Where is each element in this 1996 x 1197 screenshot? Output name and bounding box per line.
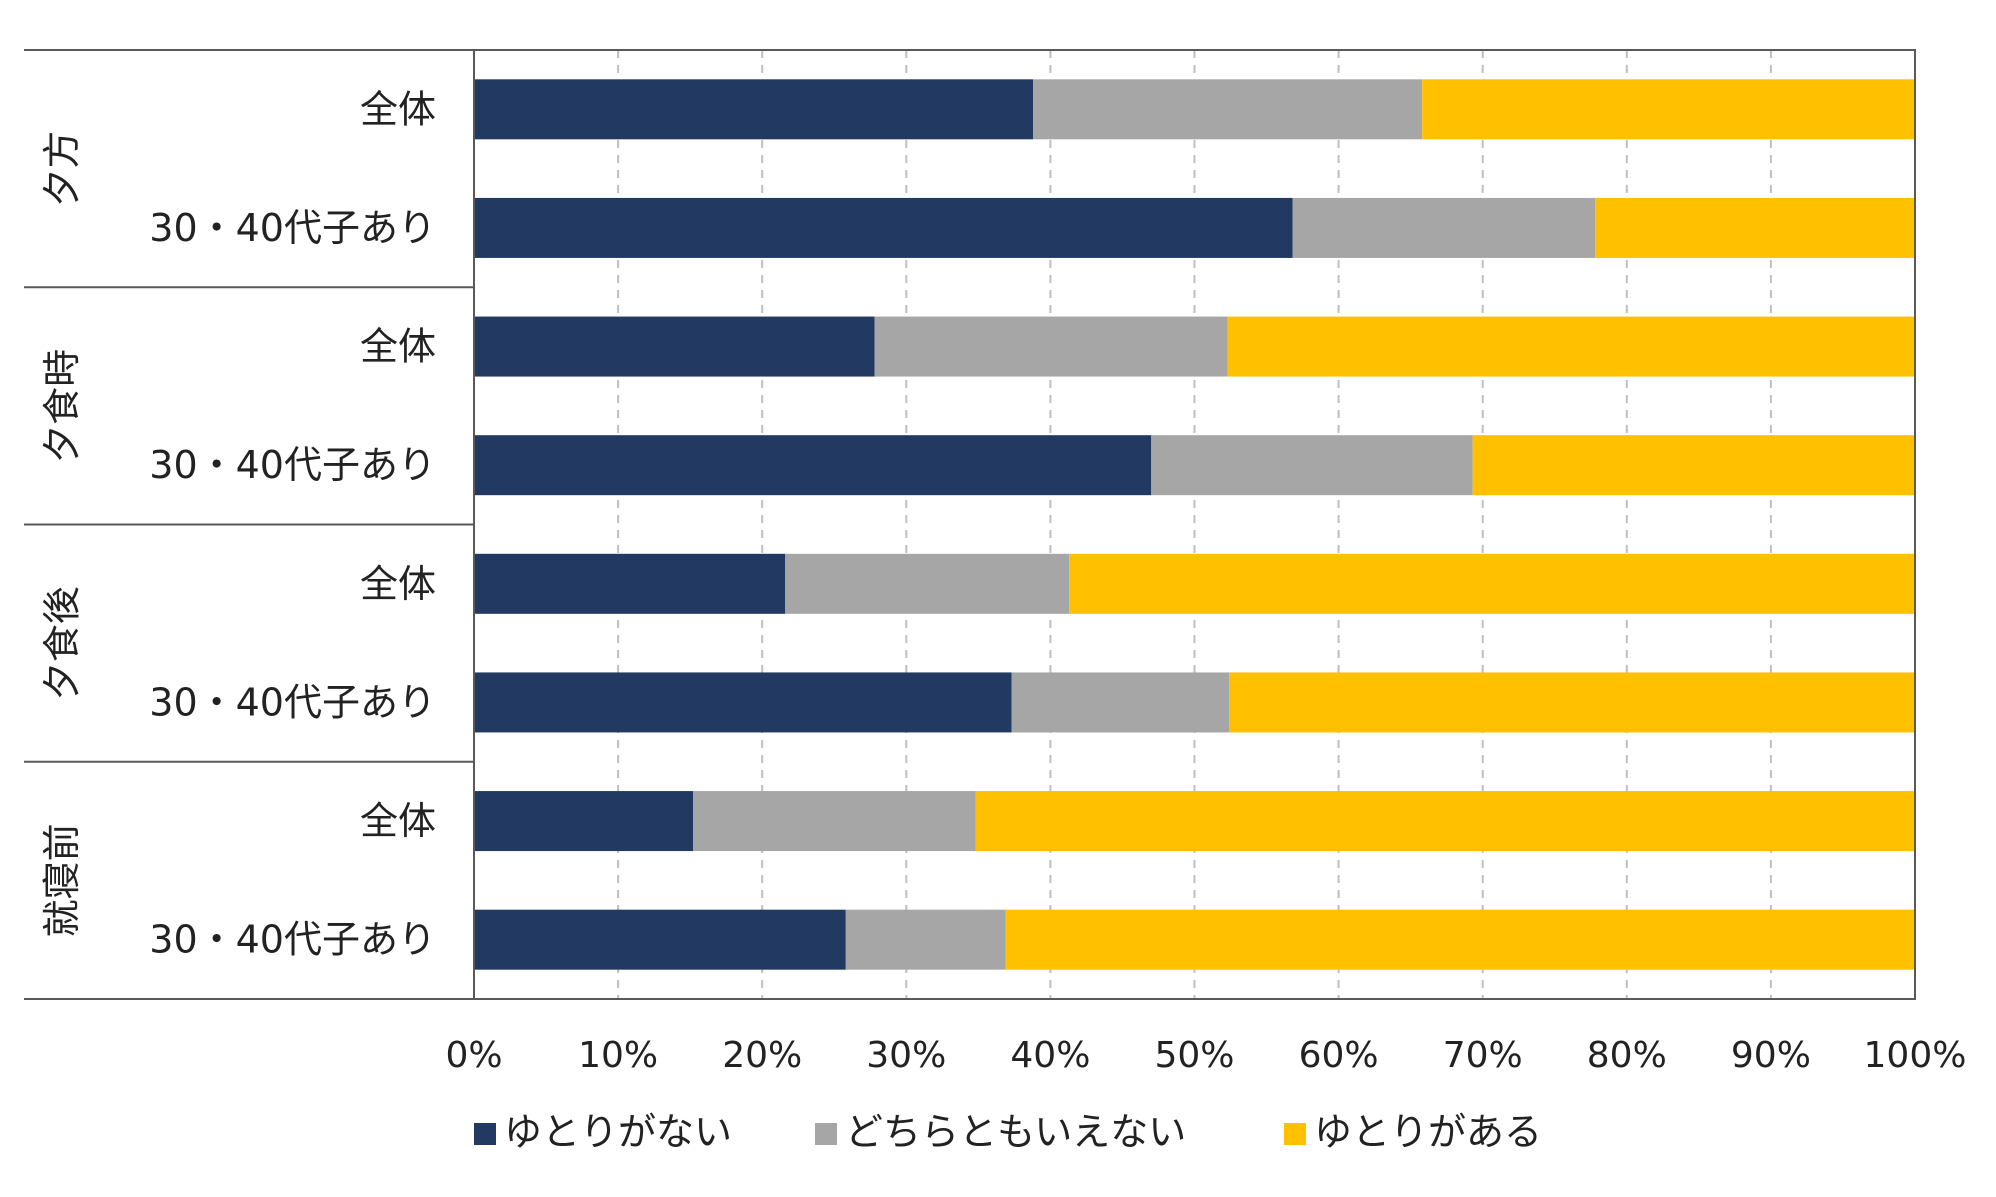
x-tick-label: 50% (1154, 1035, 1234, 1076)
category-labels: 全体30・40代子あり全体30・40代子あり全体30・40代子あり全体30・40… (40, 87, 436, 961)
x-tick-label: 10% (578, 1035, 658, 1076)
bar-segment (474, 435, 1152, 496)
x-tick-label: 30% (866, 1035, 946, 1076)
bar-segment (1005, 909, 1915, 970)
category-label: 全体 (360, 562, 436, 606)
legend-label: ゆとりがある (1314, 1110, 1542, 1154)
category-label: 30・40代子あり (149, 443, 436, 487)
bar-segment (975, 791, 1915, 852)
x-axis-ticks: 0% 10% 20% 30% 40% 50% 60% 70% 80% 90% 100% (445, 1035, 1966, 1076)
category-label: 全体 (360, 87, 436, 131)
legend-swatch (474, 1123, 496, 1145)
group-label: 就寝前 (40, 823, 84, 937)
axis-frame (24, 49, 1916, 1000)
bar-segment (1292, 197, 1596, 258)
legend-label: ゆとりがない (504, 1110, 732, 1154)
plot-frame (473, 49, 1916, 1000)
x-tick-label: 60% (1299, 1035, 1379, 1076)
bar-segment (474, 909, 846, 970)
bar-segment (874, 316, 1228, 377)
legend-swatch (815, 1123, 837, 1145)
x-tick-label: 20% (722, 1035, 802, 1076)
bar-segment (1151, 435, 1473, 496)
bar-segment (474, 672, 1012, 733)
bar-segment (1011, 672, 1230, 733)
category-label: 全体 (360, 799, 436, 843)
bar-segment (845, 909, 1006, 970)
bar-segment (1422, 79, 1915, 140)
bar-segment (1595, 197, 1915, 258)
bar-segment (474, 316, 875, 377)
bar-segment (474, 197, 1293, 258)
legend-label: どちらともいえない (845, 1110, 1186, 1154)
category-label: 全体 (360, 325, 436, 369)
gridlines (617, 50, 1772, 999)
bar-segment (1227, 316, 1915, 377)
x-tick-label: 70% (1443, 1035, 1523, 1076)
group-label: 夕方 (40, 131, 84, 207)
category-label: 30・40代子あり (149, 918, 436, 962)
bars (474, 79, 1915, 970)
bar-segment (693, 791, 976, 852)
group-label: 夕食時 (40, 349, 84, 463)
bar-segment (474, 791, 694, 852)
bar-segment (474, 553, 786, 614)
bar-segment (1069, 553, 1915, 614)
legend: ゆとりがない どちらともいえない ゆとりがある (474, 1110, 1542, 1154)
bar-segment (785, 553, 1070, 614)
bar-segment (474, 79, 1034, 140)
category-label: 30・40代子あり (149, 680, 436, 724)
x-tick-label: 90% (1731, 1035, 1811, 1076)
x-tick-label: 80% (1587, 1035, 1667, 1076)
bar-segment (1229, 672, 1915, 733)
x-tick-label: 100% (1864, 1035, 1967, 1076)
group-label: 夕食後 (40, 586, 84, 700)
bar-segment (1033, 79, 1423, 140)
category-label: 30・40代子あり (149, 206, 436, 250)
x-tick-label: 0% (445, 1035, 502, 1076)
x-tick-label: 40% (1010, 1035, 1090, 1076)
bar-segment (1472, 435, 1915, 496)
legend-swatch (1284, 1123, 1306, 1145)
